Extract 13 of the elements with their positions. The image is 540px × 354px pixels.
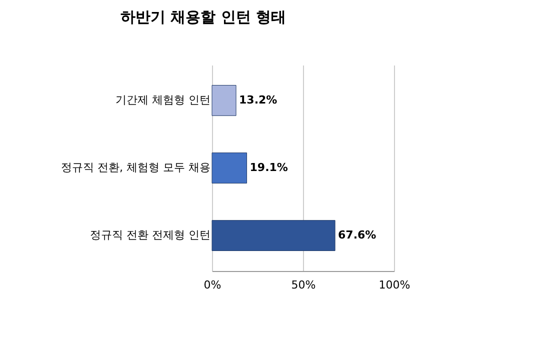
x-tick-label: 50% xyxy=(291,278,316,292)
data-label: 19.1% xyxy=(250,161,288,174)
x-tick-label: 100% xyxy=(378,278,410,292)
bar xyxy=(212,85,236,116)
y-tick-label: 기간제 체험형 인턴 xyxy=(116,93,210,106)
y-tick-label: 정규직 전환, 체험형 모두 채용 xyxy=(61,161,210,174)
x-tick-label: 0% xyxy=(204,278,222,292)
y-tick-label: 정규직 전환 전제형 인턴 xyxy=(90,228,210,242)
data-label: 67.6% xyxy=(338,228,376,242)
chart-title: 하반기 채용할 인턴 형태 xyxy=(120,8,286,26)
bar xyxy=(212,220,336,251)
bar xyxy=(212,152,248,184)
data-label: 13.2% xyxy=(239,93,278,106)
